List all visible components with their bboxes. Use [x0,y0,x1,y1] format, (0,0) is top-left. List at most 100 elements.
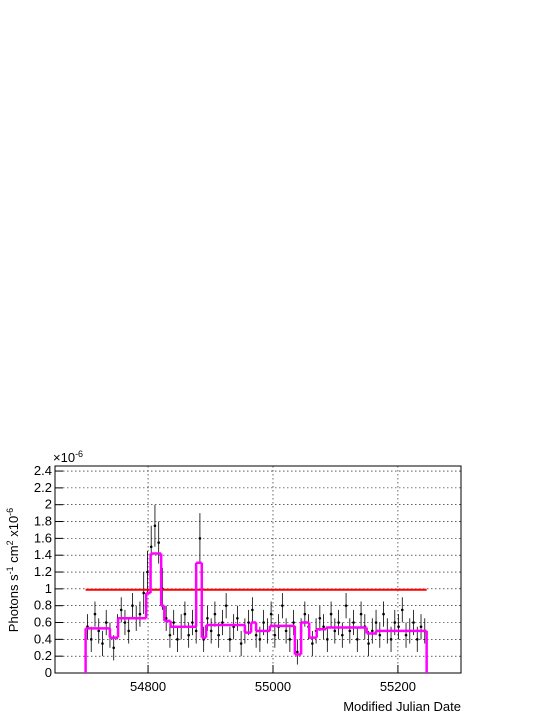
data-point [146,570,149,574]
y-tick-label: 1.8 [34,514,52,529]
data-point [269,612,273,616]
data-point [131,604,134,607]
data-point [419,625,423,629]
x-tick-label: 55200 [380,679,416,694]
data-point [400,608,404,612]
data-point [318,617,322,620]
y-tick-label: 0.4 [34,631,52,646]
data-point [292,621,295,624]
data-point [247,621,250,624]
data-point [138,612,142,616]
data-point [404,633,408,637]
y-exponent: ×10-6 [53,449,83,465]
label-part: 2 [5,540,15,545]
data-point [176,638,179,641]
data-point [348,629,352,633]
data-point [239,642,243,645]
data-point [191,621,194,624]
data-point [142,591,145,595]
data-point [393,621,397,624]
y-tick-label: 1.6 [34,530,52,545]
data-point [367,642,370,645]
x-axis-label: Modified Julian Date [343,699,461,714]
data-point [329,612,333,616]
label-part: x10 [6,516,21,541]
data-point [97,629,101,633]
data-point [382,612,385,616]
y-tick-label: 0.6 [34,615,52,630]
data-point [311,642,314,645]
data-point [415,638,419,641]
label-part: ×10 [53,450,75,465]
data-point [389,638,393,641]
data-point [172,621,175,624]
data-point [352,621,355,624]
data-point [157,541,160,544]
data-point [187,633,190,637]
data-point [322,625,325,629]
y-tick-label: 1.2 [34,564,52,579]
data-point [326,638,329,641]
label-part: Photons s [6,574,21,632]
data-point [194,629,198,633]
x-tick-label: 55000 [255,679,291,694]
label-part: -6 [75,449,83,459]
data-point [228,638,232,641]
data-point [397,625,400,629]
data-point [183,612,187,616]
y-tick-label: 2.2 [34,480,52,495]
data-point [221,621,224,624]
data-point [281,604,284,607]
data-point [273,633,277,637]
data-point [89,638,93,641]
y-tick-label: 1 [45,581,52,596]
x-tick-label: 54800 [130,679,166,694]
data-point [254,633,258,637]
y-tick-label: 0.2 [34,648,52,663]
data-point [101,642,104,645]
data-point [93,612,97,616]
label-part: -1 [5,566,15,574]
data-point [198,537,202,540]
data-point [258,638,262,641]
data-point [104,621,108,624]
data-point [296,650,299,654]
data-point [236,617,239,620]
y-tick-label: 1.4 [34,547,52,562]
data-point [412,621,415,624]
data-point [344,604,348,607]
data-point [341,633,344,637]
label-part: -6 [5,508,15,516]
data-point [284,629,288,633]
data-point [206,617,209,620]
y-axis-label: Photons s-1 cm2 x10-6 [5,508,21,632]
data-point [153,524,157,528]
data-point [378,633,382,637]
y-tick-label: 0.8 [34,598,52,613]
data-point [119,608,123,612]
y-tick-label: 2 [45,497,52,512]
data-point [213,612,217,616]
data-point [371,629,374,633]
data-point [217,633,220,637]
data-point [288,638,292,641]
y-tick-label: 0 [45,665,52,680]
data-point [209,629,213,633]
data-point [224,604,228,607]
data-point [123,621,127,624]
label-part: cm [6,545,21,566]
data-point [333,629,337,633]
data-point [303,612,307,616]
data-point [356,638,359,641]
data-point [112,646,116,650]
data-point [251,608,254,612]
data-point [337,621,340,624]
data-point [127,629,131,633]
data-point [359,612,363,616]
data-point [149,545,153,549]
data-point [374,621,378,624]
data-point [262,621,265,624]
data-point [168,633,172,637]
